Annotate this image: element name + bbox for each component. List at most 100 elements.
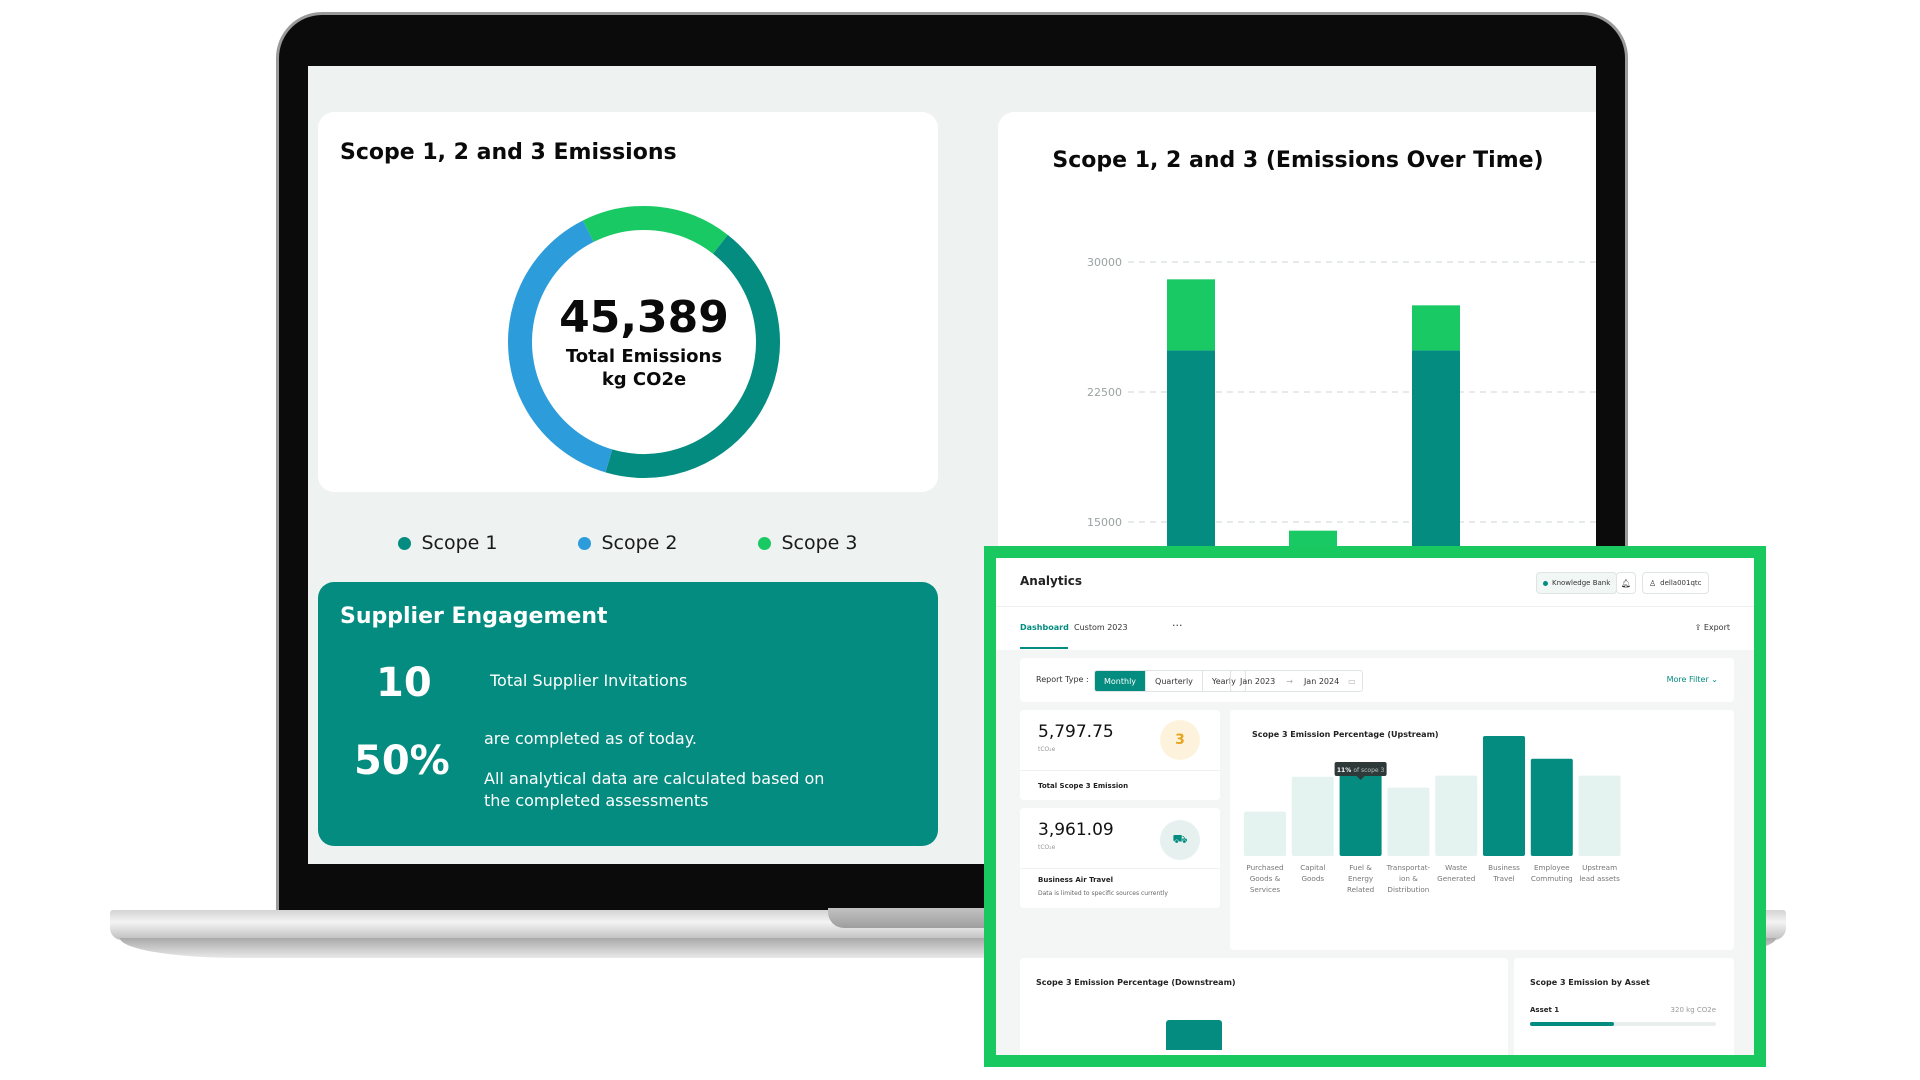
- upstream-category-label: Energy: [1348, 874, 1374, 883]
- analytics-panel: Analytics Knowledge Bank 🔔︎ ♙ della001qt…: [996, 558, 1754, 1055]
- car-icon: ⛟: [1160, 820, 1200, 860]
- stat-air-travel-note: Data is limited to specific sources curr…: [1038, 890, 1168, 897]
- upstream-bar-4[interactable]: [1387, 787, 1430, 856]
- upstream-category-label: Fuel &: [1349, 863, 1372, 872]
- knowledge-bank-button[interactable]: Knowledge Bank: [1536, 572, 1618, 594]
- analytics-note: All analytical data are calculated based…: [484, 769, 825, 811]
- laptop-screen: Scope 1, 2 and 3 Emissions 45,389 Total …: [308, 66, 1596, 864]
- stat-card-total-scope3: 5,797.75 tCO₂e 3 Total Scope 3 Emission: [1020, 710, 1220, 800]
- report-type-label: Report Type :: [1036, 675, 1089, 684]
- scope-3-badge-value: 3: [1175, 732, 1185, 748]
- stat-divider: [1020, 770, 1220, 771]
- knowledge-bank-label: Knowledge Bank: [1552, 579, 1611, 587]
- upstream-category-label: Purchased: [1246, 863, 1283, 872]
- tab-dashboard[interactable]: Dashboard: [1020, 623, 1069, 632]
- legend-scope-3-label: Scope 3: [781, 532, 858, 554]
- report-type-toggle: Monthly Quarterly Yearly: [1094, 670, 1246, 692]
- report-type-monthly[interactable]: Monthly: [1095, 671, 1147, 691]
- y-tick-label: 22500: [1087, 386, 1122, 399]
- export-button[interactable]: ⇪ Export: [1552, 623, 1730, 632]
- total-emissions-label: Total Emissions: [565, 345, 723, 367]
- legend-scope-1[interactable]: Scope 1: [398, 532, 498, 554]
- tab-custom-2023[interactable]: Custom 2023: [1074, 623, 1128, 632]
- asset-bar-fill: [1530, 1022, 1614, 1026]
- upstream-category-label: Related: [1347, 885, 1374, 894]
- upstream-category-label: ion &: [1399, 874, 1418, 883]
- analytics-tabs: Dashboard Custom 2023 ··· ⇪ Export: [996, 606, 1754, 650]
- legend-scope-2-label: Scope 2: [601, 532, 678, 554]
- active-tab-indicator: [1020, 647, 1068, 649]
- stat-divider: [1020, 868, 1220, 869]
- upstream-bar-3[interactable]: [1339, 763, 1382, 856]
- upstream-bar-6[interactable]: [1483, 736, 1525, 856]
- upstream-chart: Purchased Goods & Services Capital Goods Fuel…: [1244, 736, 1621, 894]
- upstream-category-label: Goods &: [1250, 874, 1281, 883]
- time-bar-3-segment-3[interactable]: [1412, 305, 1460, 351]
- emissions-over-time-title: Scope 1, 2 and 3 (Emissions Over Time): [1052, 148, 1544, 173]
- asset-row-name: Asset 1: [1530, 1006, 1560, 1014]
- upstream-category-label: lead assets: [1579, 874, 1620, 883]
- upstream-category-label: Generated: [1437, 874, 1475, 883]
- upstream-bar-8[interactable]: [1578, 775, 1621, 856]
- downstream-bar: [1166, 1020, 1222, 1050]
- date-to: Jan 2024: [1303, 676, 1340, 686]
- calendar-icon: ▭: [1348, 676, 1356, 686]
- donut-slice-1[interactable]: [504, 202, 784, 482]
- downstream-chart-title: Scope 3 Emission Percentage (Downstream): [1036, 978, 1236, 987]
- asset-row-value: 320 kg CO2e: [1670, 1006, 1716, 1014]
- date-from: Jan 2023: [1240, 676, 1276, 686]
- total-emissions-unit: kg CO2e: [601, 368, 687, 390]
- upstream-category-label: Upstream: [1582, 863, 1617, 872]
- more-filter-button[interactable]: More Filter ⌄: [1667, 675, 1718, 684]
- more-filter-label: More Filter: [1666, 675, 1709, 684]
- scope-1-dot: [398, 536, 412, 550]
- downstream-chart-card: Scope 3 Emission Percentage (Downstream): [1020, 958, 1508, 1055]
- date-arrow: →: [1286, 676, 1293, 686]
- stat-card-business-air-travel: 3,961.09 tCO₂e ⛟ Business Air Travel Dat…: [1020, 808, 1220, 908]
- report-type-quarterly[interactable]: Quarterly: [1146, 671, 1203, 691]
- upstream-category-label: Waste: [1445, 863, 1468, 872]
- emissions-legend: Scope 1 Scope 2 Scope 3: [318, 532, 938, 554]
- completed-percent: 50%: [354, 738, 450, 784]
- upstream-category-label: Goods: [1301, 874, 1324, 883]
- upstream-bar-7[interactable]: [1530, 758, 1573, 856]
- upstream-bar-5[interactable]: [1435, 775, 1478, 856]
- supplier-engagement-card: Supplier Engagement 10 Total Supplier In…: [318, 582, 938, 846]
- upstream-category-label: Commuting: [1531, 874, 1573, 883]
- y-tick-label: 15000: [1087, 516, 1122, 529]
- report-type-yearly[interactable]: Yearly: [1211, 676, 1236, 686]
- stat-air-travel-label: Business Air Travel: [1038, 876, 1113, 884]
- user-menu-button[interactable]: ♙ della001qtc: [1642, 572, 1709, 594]
- analytics-topbar: Analytics Knowledge Bank 🔔︎ ♙ della001qt…: [996, 558, 1754, 606]
- stat-air-travel-value: 3,961.09: [1038, 820, 1114, 840]
- asset-chart-card: Scope 3 Emission by Asset Asset 1 320 kg…: [1514, 958, 1734, 1055]
- upstream-chart-card: Scope 3 Emission Percentage (Upstream) P…: [1230, 710, 1734, 950]
- date-range-picker[interactable]: Jan 2023 → Jan 2024 ▭: [1230, 670, 1363, 692]
- stat-total-scope3-label: Total Scope 3 Emission: [1038, 782, 1129, 790]
- upstream-tooltip: 11% of scope 3: [1334, 762, 1387, 780]
- supplier-card-title: Supplier Engagement: [340, 604, 608, 629]
- user-name: della001qtc: [1660, 579, 1702, 587]
- stat-air-travel-unit: tCO₂e: [1038, 844, 1056, 851]
- emissions-donut: 45,389 Total Emissions kg CO2e: [504, 202, 784, 482]
- export-label: Export: [1703, 623, 1730, 632]
- more-tabs-button[interactable]: ···: [1172, 619, 1183, 632]
- completed-label: are completed as of today.: [484, 729, 697, 748]
- scope-3-dot: [758, 536, 772, 550]
- chevron-down-icon: ⌄: [1711, 675, 1718, 684]
- legend-scope-2[interactable]: Scope 2: [578, 532, 678, 554]
- analytics-overlay-frame: Analytics Knowledge Bank 🔔︎ ♙ della001qt…: [984, 546, 1766, 1067]
- upstream-category-label: Employee: [1534, 863, 1570, 872]
- donut-slice-2[interactable]: [504, 202, 784, 482]
- upstream-category-label: Business: [1488, 863, 1520, 872]
- upstream-category-label: Transportat-: [1386, 863, 1431, 872]
- upstream-bar-2[interactable]: [1291, 776, 1334, 856]
- emissions-card: Scope 1, 2 and 3 Emissions 45,389 Total …: [318, 112, 938, 554]
- user-icon: ♙: [1649, 578, 1657, 588]
- time-bar-1-segment-3[interactable]: [1167, 279, 1215, 351]
- legend-scope-3[interactable]: Scope 3: [758, 532, 858, 554]
- upstream-bar-1[interactable]: [1244, 811, 1286, 856]
- notification-button[interactable]: 🔔︎: [1616, 572, 1636, 594]
- asset-chart-title: Scope 3 Emission by Asset: [1530, 978, 1650, 987]
